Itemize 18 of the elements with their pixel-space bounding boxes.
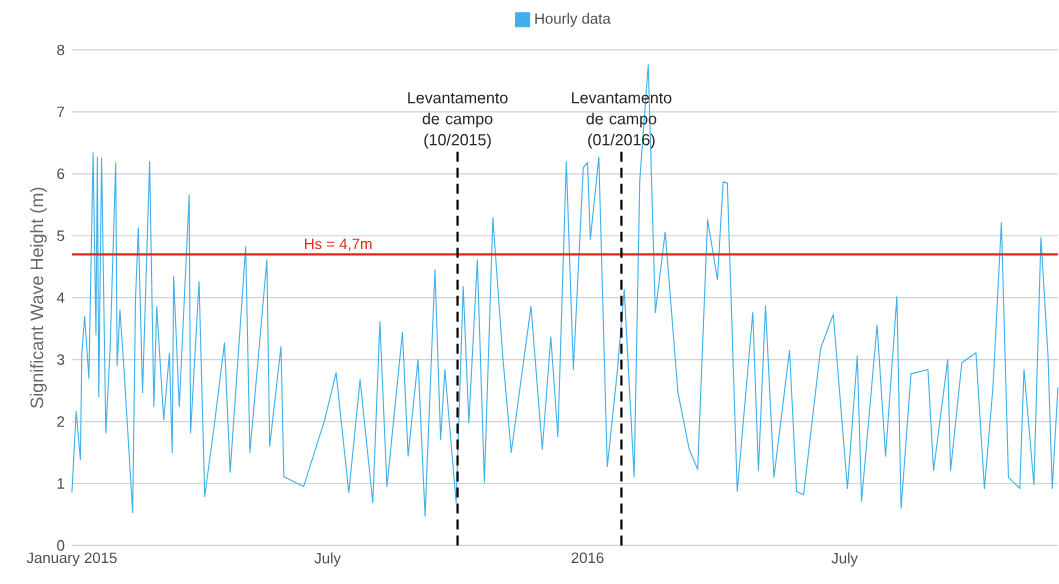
y-tick-label: 2 (57, 416, 65, 427)
x-tick-label: July (314, 552, 341, 567)
y-tick-label: 4 (56, 292, 65, 303)
y-tick-label: 8 (57, 44, 65, 56)
x-tick-label: July (831, 552, 858, 567)
ref-line-label: Levantamento de campo (10/2015) (408, 92, 508, 149)
y-tick-label: 3 (57, 354, 65, 365)
line-series (71, 64, 1059, 517)
y-tick-label: 6 (57, 168, 65, 179)
y-tick-label: 5 (57, 230, 65, 241)
y-tick-label: 1 (57, 478, 65, 489)
legend-label: Hourly data (535, 12, 611, 27)
x-tick-label: 2016 (571, 552, 604, 563)
y-tick-label: 7 (57, 106, 65, 117)
ref-line-label: Hs = 4,7m (305, 238, 372, 251)
x-tick-label: January 2015 (26, 552, 117, 566)
y-axis-title: Significant Wave Height (m) (30, 187, 47, 408)
y-tick-label: 0 (57, 539, 65, 551)
